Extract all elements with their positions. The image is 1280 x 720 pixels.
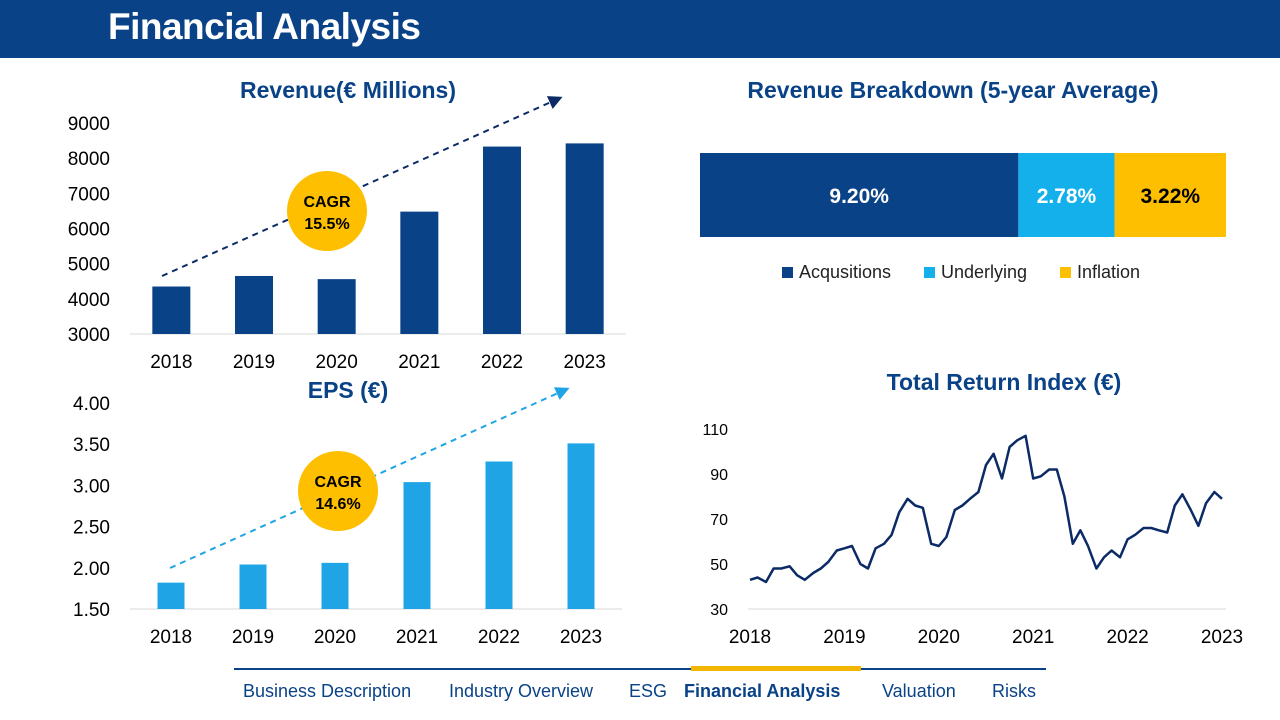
revenue-xtick-4: 2022 [481,352,523,373]
tri-ytick-0: 30 [710,602,728,619]
eps-bar-2019 [239,564,267,609]
eps-bar-2022 [485,461,513,609]
tri-chart-title: Total Return Index (€) [886,369,1122,395]
revenue-bar-2022 [483,146,521,334]
eps-ytick-5: 4.00 [73,394,110,415]
breakdown-label-underlying: 2.78% [1037,185,1097,208]
nav-divider-right [861,668,1046,670]
legend-item-underlying: Underlying [924,262,1027,283]
breakdown-label-inflation: 3.22% [1141,185,1201,208]
nav-item-financial-analysis[interactable]: Financial Analysis [684,681,841,701]
eps-cagr-bubble [298,451,378,531]
nav-item-business-description[interactable]: Business Description [243,681,412,701]
revenue-xtick-0: 2018 [150,352,192,373]
revenue-ytick-4: 7000 [68,184,110,205]
eps-bar-2020 [321,562,349,609]
eps-ytick-3: 3.00 [73,476,110,497]
revenue-cagr-value: 15.5% [304,216,349,233]
breakdown-segment-acquisitions [700,153,1019,237]
eps-xtick-5: 2023 [560,627,602,648]
eps-xtick-0: 2018 [150,627,192,648]
revenue-ytick-0: 3000 [68,325,110,346]
nav-item-esg[interactable]: ESG [629,681,668,701]
eps-xtick-4: 2022 [478,627,520,648]
eps-cagr-label: CAGR [314,474,362,491]
eps-xtick-3: 2021 [396,627,438,648]
eps-ytick-0: 1.50 [73,600,110,621]
eps-ytick-2: 2.50 [73,518,110,539]
tri-xtick-3: 2021 [1012,627,1054,648]
page-title: Financial Analysis [108,6,421,47]
revenue-bar-2018 [152,286,191,334]
tri-ytick-4: 110 [702,422,728,439]
header-bar: Financial Analysis [0,0,1280,58]
eps-bar-2021 [403,482,431,609]
eps-xtick-2: 2020 [314,627,356,648]
tri-xtick-0: 2018 [729,627,771,648]
legend-label-inflation: Inflation [1077,262,1141,282]
revenue-xtick-3: 2021 [398,352,440,373]
revenue-xtick-1: 2019 [233,352,275,373]
revenue-bar-2019 [235,275,273,334]
breakdown-chart-title: Revenue Breakdown (5-year Average) [747,77,1159,103]
revenue-trend-arrow [161,96,563,277]
eps-bar-2018 [157,582,185,609]
nav-item-valuation[interactable]: Valuation [882,681,956,701]
breakdown-label-acquisitions: 9.20% [829,185,889,208]
section-nav: Business Description Industry Overview E… [0,664,1280,720]
revenue-bar-2021 [400,211,439,334]
legend-swatch-inflation [1060,267,1071,278]
revenue-chart-title: Revenue(€ Millions) [240,77,456,103]
tri-series-line [749,434,1223,584]
revenue-cagr-bubble [287,171,367,251]
legend-label-underlying: Underlying [941,262,1028,282]
eps-ytick-1: 2.00 [73,559,110,580]
eps-bar-2023 [567,443,595,609]
legend-item-inflation: Inflation [1060,262,1140,283]
eps-cagr-value: 14.6% [315,496,360,513]
revenue-bar-2020 [317,279,356,334]
breakdown-segment-underlying [1018,153,1115,237]
tri-ytick-2: 70 [710,512,728,529]
revenue-ytick-1: 4000 [68,290,110,311]
tri-ytick-1: 50 [710,557,728,574]
legend-swatch-underlying [924,267,935,278]
tri-xtick-1: 2019 [823,627,865,648]
legend-label-acquisitions: Acqusitions [799,262,892,282]
legend-item-acquisitions: Acqusitions [782,262,891,283]
tri-xtick-5: 2023 [1201,627,1243,648]
tri-xtick-2: 2020 [918,627,960,648]
legend-swatch-acquisitions [782,267,793,278]
nav-item-industry-overview[interactable]: Industry Overview [449,681,594,701]
revenue-cagr-label: CAGR [303,194,351,211]
revenue-ytick-2: 5000 [68,255,110,276]
revenue-bar-2023 [565,143,604,334]
revenue-ytick-3: 6000 [68,220,110,241]
revenue-xtick-5: 2023 [564,352,606,373]
tri-ytick-3: 90 [710,467,728,484]
tri-xtick-4: 2022 [1106,627,1148,648]
nav-item-risks[interactable]: Risks [992,681,1036,701]
nav-divider-left [234,668,691,670]
eps-ytick-4: 3.50 [73,435,110,456]
revenue-ytick-6: 9000 [68,114,110,135]
breakdown-legend: Acqusitions Underlying Inflation [0,262,1280,286]
nav-active-indicator [691,666,861,671]
revenue-xtick-2: 2020 [316,352,358,373]
eps-xtick-1: 2019 [232,627,274,648]
breakdown-segment-inflation [1114,153,1226,237]
eps-chart-title: EPS (€) [307,377,389,403]
revenue-ytick-5: 8000 [68,149,110,170]
